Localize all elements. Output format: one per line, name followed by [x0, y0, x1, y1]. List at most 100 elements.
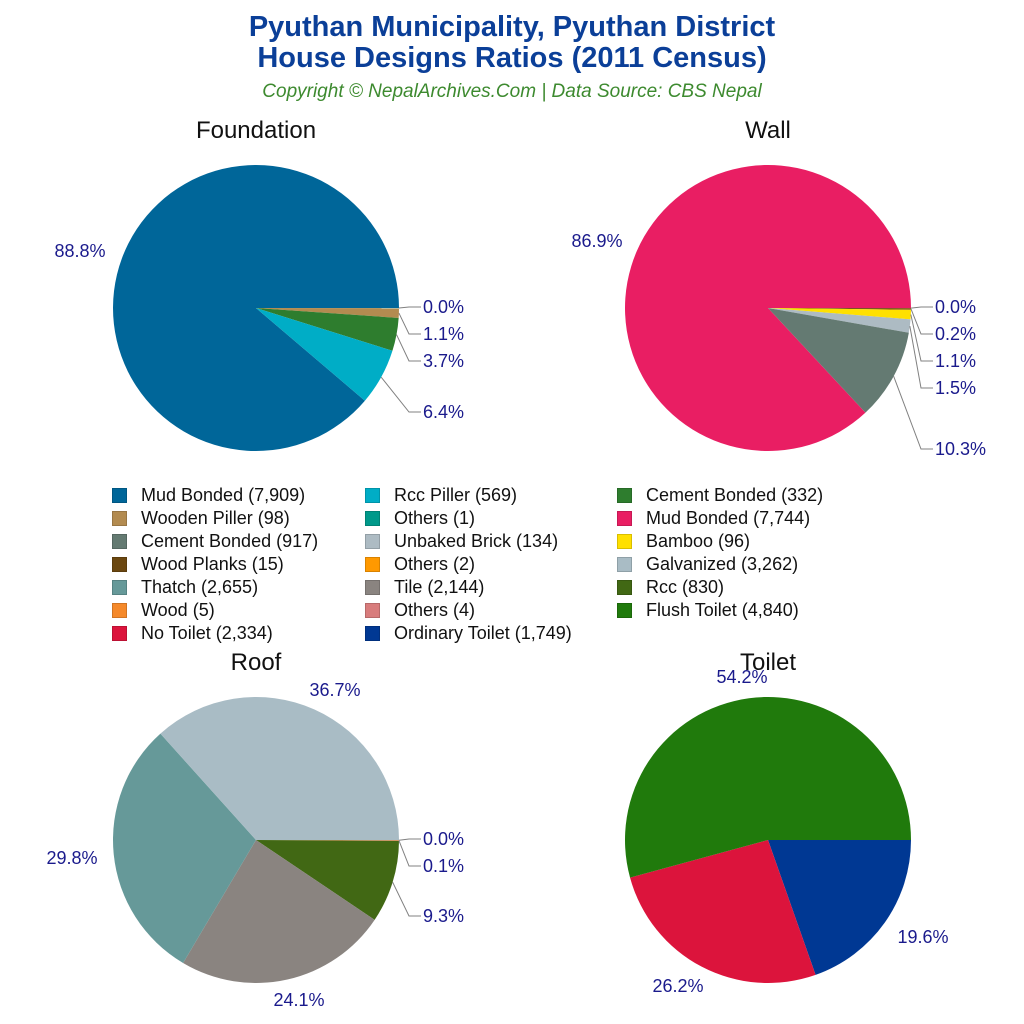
pie-slice-unbaked-brick — [768, 308, 911, 333]
legend-item: Tile (2,144) — [365, 576, 484, 599]
leader-line — [398, 306, 421, 309]
pie-wall: 86.9% 0.0% 0.2% 1.1% 1.5% 10.3% — [571, 164, 986, 459]
legend-label: Others (1) — [394, 508, 476, 528]
legend-item: Flush Toilet (4,840) — [617, 599, 799, 622]
legend-label: Others (4) — [394, 600, 476, 620]
pie-slice-cement-bonded — [256, 308, 399, 351]
leader-line — [398, 840, 421, 867]
legend-label: Cement Bonded (332) — [646, 485, 824, 505]
leader-line — [380, 376, 421, 413]
legend-item: Bamboo (96) — [617, 530, 750, 553]
legend-label: Mud Bonded (7,909) — [141, 485, 306, 505]
pie-percent-label: 1.1% — [935, 351, 976, 371]
pie-percent-label: 6.4% — [423, 402, 464, 422]
legend-item: Unbaked Brick (134) — [365, 530, 558, 553]
pie-percent-label: 1.5% — [935, 378, 976, 398]
pie-percent-label: 0.2% — [935, 324, 976, 344]
legend-swatch — [112, 626, 127, 641]
legend-label: Cement Bonded (917) — [141, 531, 319, 551]
pie-slice-rcc-piller — [256, 308, 393, 401]
pie-percent-label: 0.0% — [423, 829, 464, 849]
legend-swatch — [365, 511, 380, 526]
pie-percent-label: 24.1% — [273, 990, 324, 1010]
pie-foundation: 88.8% 0.0% 1.1% 3.7% 6.4% — [54, 164, 464, 452]
leader-line — [910, 314, 933, 362]
pie-slice-cement-bonded — [768, 308, 909, 413]
legend-label: Wooden Piller (98) — [141, 508, 290, 528]
legend-swatch — [617, 603, 632, 618]
legend-label: Unbaked Brick (134) — [394, 531, 559, 551]
pie-slice-wooden-piller — [256, 308, 399, 318]
leader-line — [910, 308, 933, 335]
pie-percent-label: 36.7% — [309, 680, 360, 700]
legend-item: Others (4) — [365, 599, 475, 622]
legend-label: Flush Toilet (4,840) — [646, 600, 799, 620]
legend-item: No Toilet (2,334) — [112, 622, 273, 645]
legend-item: Wooden Piller (98) — [112, 507, 290, 530]
chart-subtitle: Copyright © NepalArchives.Com | Data Sou… — [262, 81, 762, 102]
legend-item: Wood Planks (15) — [112, 553, 284, 576]
legend-swatch — [112, 603, 127, 618]
legend-label: Wood (5) — [141, 600, 215, 620]
pie-slice-mud-bonded — [625, 164, 911, 451]
legend-item: Galvanized (3,262) — [617, 553, 798, 576]
pie-percent-label: 3.7% — [423, 351, 464, 371]
chart-title-line2: House Designs Ratios (2011 Census) — [257, 42, 767, 74]
pie-slice-tile — [183, 840, 375, 984]
legend-swatch — [112, 580, 127, 595]
legend-swatch — [112, 511, 127, 526]
legend-swatch — [617, 580, 632, 595]
pie-slice-galvanized — [160, 697, 399, 840]
legend-label: Thatch (2,655) — [141, 577, 259, 597]
chart-title-line1: Pyuthan Municipality, Pyuthan District — [248, 11, 776, 43]
legend-swatch — [365, 603, 380, 618]
legend-label: Wood Planks (15) — [141, 554, 284, 574]
pie-percent-label: 26.2% — [652, 976, 703, 996]
pie-title-roof: Roof — [231, 649, 282, 676]
legend-label: Mud Bonded (7,744) — [646, 508, 811, 528]
pie-title-foundation: Foundation — [196, 117, 316, 144]
legend-label: Rcc Piller (569) — [394, 485, 518, 505]
legend-item: Others (2) — [365, 553, 475, 576]
legend-swatch — [365, 557, 380, 572]
legend-swatch — [617, 557, 632, 572]
pie-roof: 36.7% 29.8% 24.1% 9.3% 0.1% 0.0% — [46, 680, 464, 1010]
legend-label: No Toilet (2,334) — [141, 623, 273, 643]
pie-percent-label: 9.3% — [423, 906, 464, 926]
pie-percent-label: 19.6% — [897, 927, 948, 947]
pie-toilet: 54.2% 26.2% 19.6% — [625, 667, 949, 996]
legend-item: Cement Bonded (917) — [112, 530, 318, 553]
legend-label: Galvanized (3,262) — [646, 554, 799, 574]
legend-label: Bamboo (96) — [646, 531, 751, 551]
pie-slice-wood — [256, 840, 399, 841]
legend-item: Ordinary Toilet (1,749) — [365, 622, 572, 645]
pie-percent-label: 0.1% — [423, 856, 464, 876]
leader-line — [398, 838, 421, 841]
pie-percent-label: 88.8% — [54, 241, 105, 261]
pie-slice-wood-planks — [768, 308, 911, 310]
legend-item: Mud Bonded (7,744) — [617, 507, 810, 530]
leader-line — [909, 326, 933, 389]
legend-swatch — [617, 488, 632, 503]
pie-percent-label: 0.0% — [935, 297, 976, 317]
legend-swatch — [365, 488, 380, 503]
pie-slice-no-toilet — [630, 840, 816, 983]
legend-item: Thatch (2,655) — [112, 576, 258, 599]
pie-slice-flush-toilet — [625, 697, 911, 878]
legend-label: Others (2) — [394, 554, 476, 574]
leader-line — [396, 334, 421, 362]
pie-title-toilet: Toilet — [740, 649, 796, 676]
legend-swatch — [365, 626, 380, 641]
legend-label: Ordinary Toilet (1,749) — [394, 623, 572, 643]
leader-line — [398, 312, 421, 335]
pie-slice-ordinary-toilet — [768, 840, 911, 975]
legend-item: Mud Bonded (7,909) — [112, 484, 305, 507]
legend-swatch — [365, 580, 380, 595]
leader-line — [893, 376, 933, 450]
legend-swatch — [617, 534, 632, 549]
legend-swatch — [365, 534, 380, 549]
legend-item: Others (1) — [365, 507, 475, 530]
pie-percent-label: 10.3% — [935, 439, 986, 459]
legend-item: Rcc (830) — [617, 576, 724, 599]
